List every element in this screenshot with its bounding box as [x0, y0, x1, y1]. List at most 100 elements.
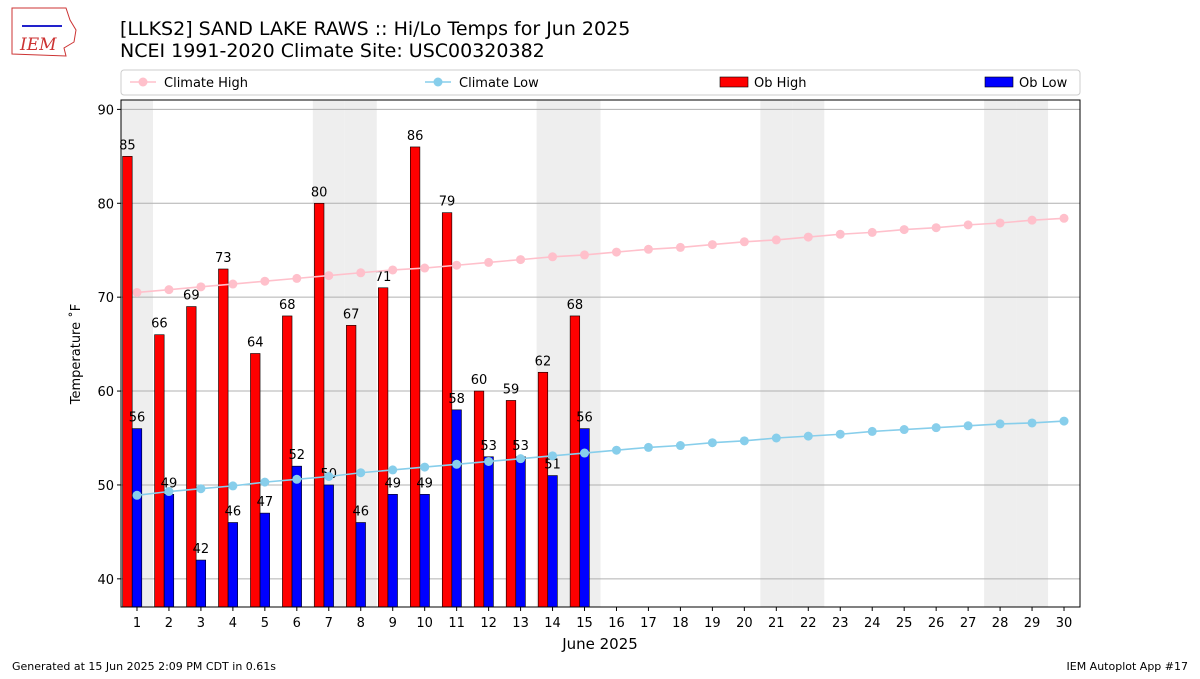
data-label: 52 [289, 448, 306, 463]
x-tick-label: 4 [229, 616, 237, 631]
line-marker [164, 487, 174, 497]
line-marker [643, 442, 653, 452]
line-marker [931, 223, 941, 233]
legend-label: Ob Low [1019, 76, 1068, 91]
x-tick-label: 30 [1056, 616, 1073, 631]
line-marker [611, 247, 621, 257]
line-marker [516, 255, 526, 265]
y-tick-label: 70 [97, 291, 114, 306]
data-label: 69 [183, 289, 200, 304]
bar [569, 315, 581, 608]
data-label: 53 [480, 439, 497, 454]
bar [473, 390, 485, 608]
line-marker [995, 419, 1005, 429]
x-tick-label: 15 [576, 616, 593, 631]
data-label: 80 [311, 185, 328, 200]
line-marker [196, 282, 206, 292]
x-tick-label: 9 [389, 616, 397, 631]
x-tick-label: 5 [261, 616, 269, 631]
line-marker [548, 451, 558, 461]
line-marker [1027, 215, 1037, 225]
logo-text: IEM [19, 35, 57, 55]
x-tick-label: 10 [416, 616, 433, 631]
x-tick-label: 12 [480, 616, 497, 631]
line-marker [931, 423, 941, 433]
data-label: 79 [439, 195, 456, 210]
x-tick-label: 22 [800, 616, 817, 631]
bar [483, 456, 494, 608]
line-marker [356, 468, 366, 478]
line-marker [675, 441, 685, 451]
x-tick-label: 11 [448, 616, 465, 631]
x-tick-label: 26 [928, 616, 945, 631]
weekend-shade [1016, 100, 1049, 607]
line [136, 420, 1065, 497]
plot-frame [120, 99, 1081, 608]
x-tick-label: 27 [960, 616, 977, 631]
y-tick-label: 80 [97, 197, 114, 212]
data-label: 42 [193, 542, 210, 557]
data-label: 58 [448, 392, 465, 407]
data-label: 64 [247, 336, 264, 351]
data-label: 46 [225, 505, 242, 520]
x-tick-label: 14 [544, 616, 561, 631]
line-marker [803, 431, 813, 441]
x-tick-label: 28 [992, 616, 1009, 631]
line-marker [516, 454, 526, 464]
footer-left: Generated at 15 Jun 2025 2:09 PM CDT in … [12, 660, 276, 673]
data-label: 51 [544, 458, 561, 473]
x-tick-label: 20 [736, 616, 753, 631]
x-tick-label: 3 [197, 616, 205, 631]
x-tick-label: 8 [357, 616, 365, 631]
x-tick-label: 24 [864, 616, 881, 631]
data-label: 71 [375, 270, 392, 285]
x-tick-label: 7 [325, 616, 333, 631]
line-marker [835, 429, 845, 439]
legend-label: Climate High [164, 76, 248, 91]
bar [323, 484, 334, 608]
x-tick-label: 23 [832, 616, 849, 631]
line-marker [132, 287, 142, 297]
line-marker [388, 465, 398, 475]
line-marker [580, 250, 590, 260]
line-marker [228, 481, 238, 491]
data-label: 66 [151, 317, 168, 332]
data-label: 73 [215, 251, 232, 266]
weekend-shade [792, 100, 825, 607]
bar [291, 465, 302, 608]
line-marker [292, 273, 302, 283]
bar [419, 494, 430, 608]
bar [250, 353, 261, 608]
bar [537, 371, 549, 608]
data-label: 68 [567, 298, 584, 313]
line-marker [867, 426, 877, 436]
line-marker [452, 260, 462, 270]
y-tick-label: 40 [97, 573, 114, 588]
line-marker [484, 257, 494, 267]
line-marker [420, 263, 430, 273]
x-tick-label: 21 [768, 616, 785, 631]
bar [387, 494, 398, 608]
data-label: 56 [576, 411, 593, 426]
line-marker [803, 232, 813, 242]
bar [378, 287, 389, 608]
x-tick-label: 25 [896, 616, 913, 631]
x-tick-label: 19 [704, 616, 721, 631]
weekend-shade [984, 100, 1017, 607]
bar [314, 202, 325, 608]
bar [186, 306, 197, 608]
bar [195, 559, 207, 608]
line-marker [643, 244, 653, 254]
x-tick-label: 18 [672, 616, 689, 631]
chart-title: [LLKS2] SAND LAKE RAWS :: Hi/Lo Temps fo… [120, 18, 630, 40]
line-marker [611, 445, 621, 455]
legend-label: Ob High [754, 76, 807, 91]
line-marker [196, 484, 206, 494]
line-marker [356, 268, 366, 278]
y-tick-label: 50 [97, 479, 114, 494]
chart-subtitle: NCEI 1991-2020 Climate Site: USC00320382 [120, 40, 545, 62]
line-marker [1059, 213, 1069, 223]
line-marker [484, 456, 494, 466]
data-label: 86 [407, 129, 424, 144]
